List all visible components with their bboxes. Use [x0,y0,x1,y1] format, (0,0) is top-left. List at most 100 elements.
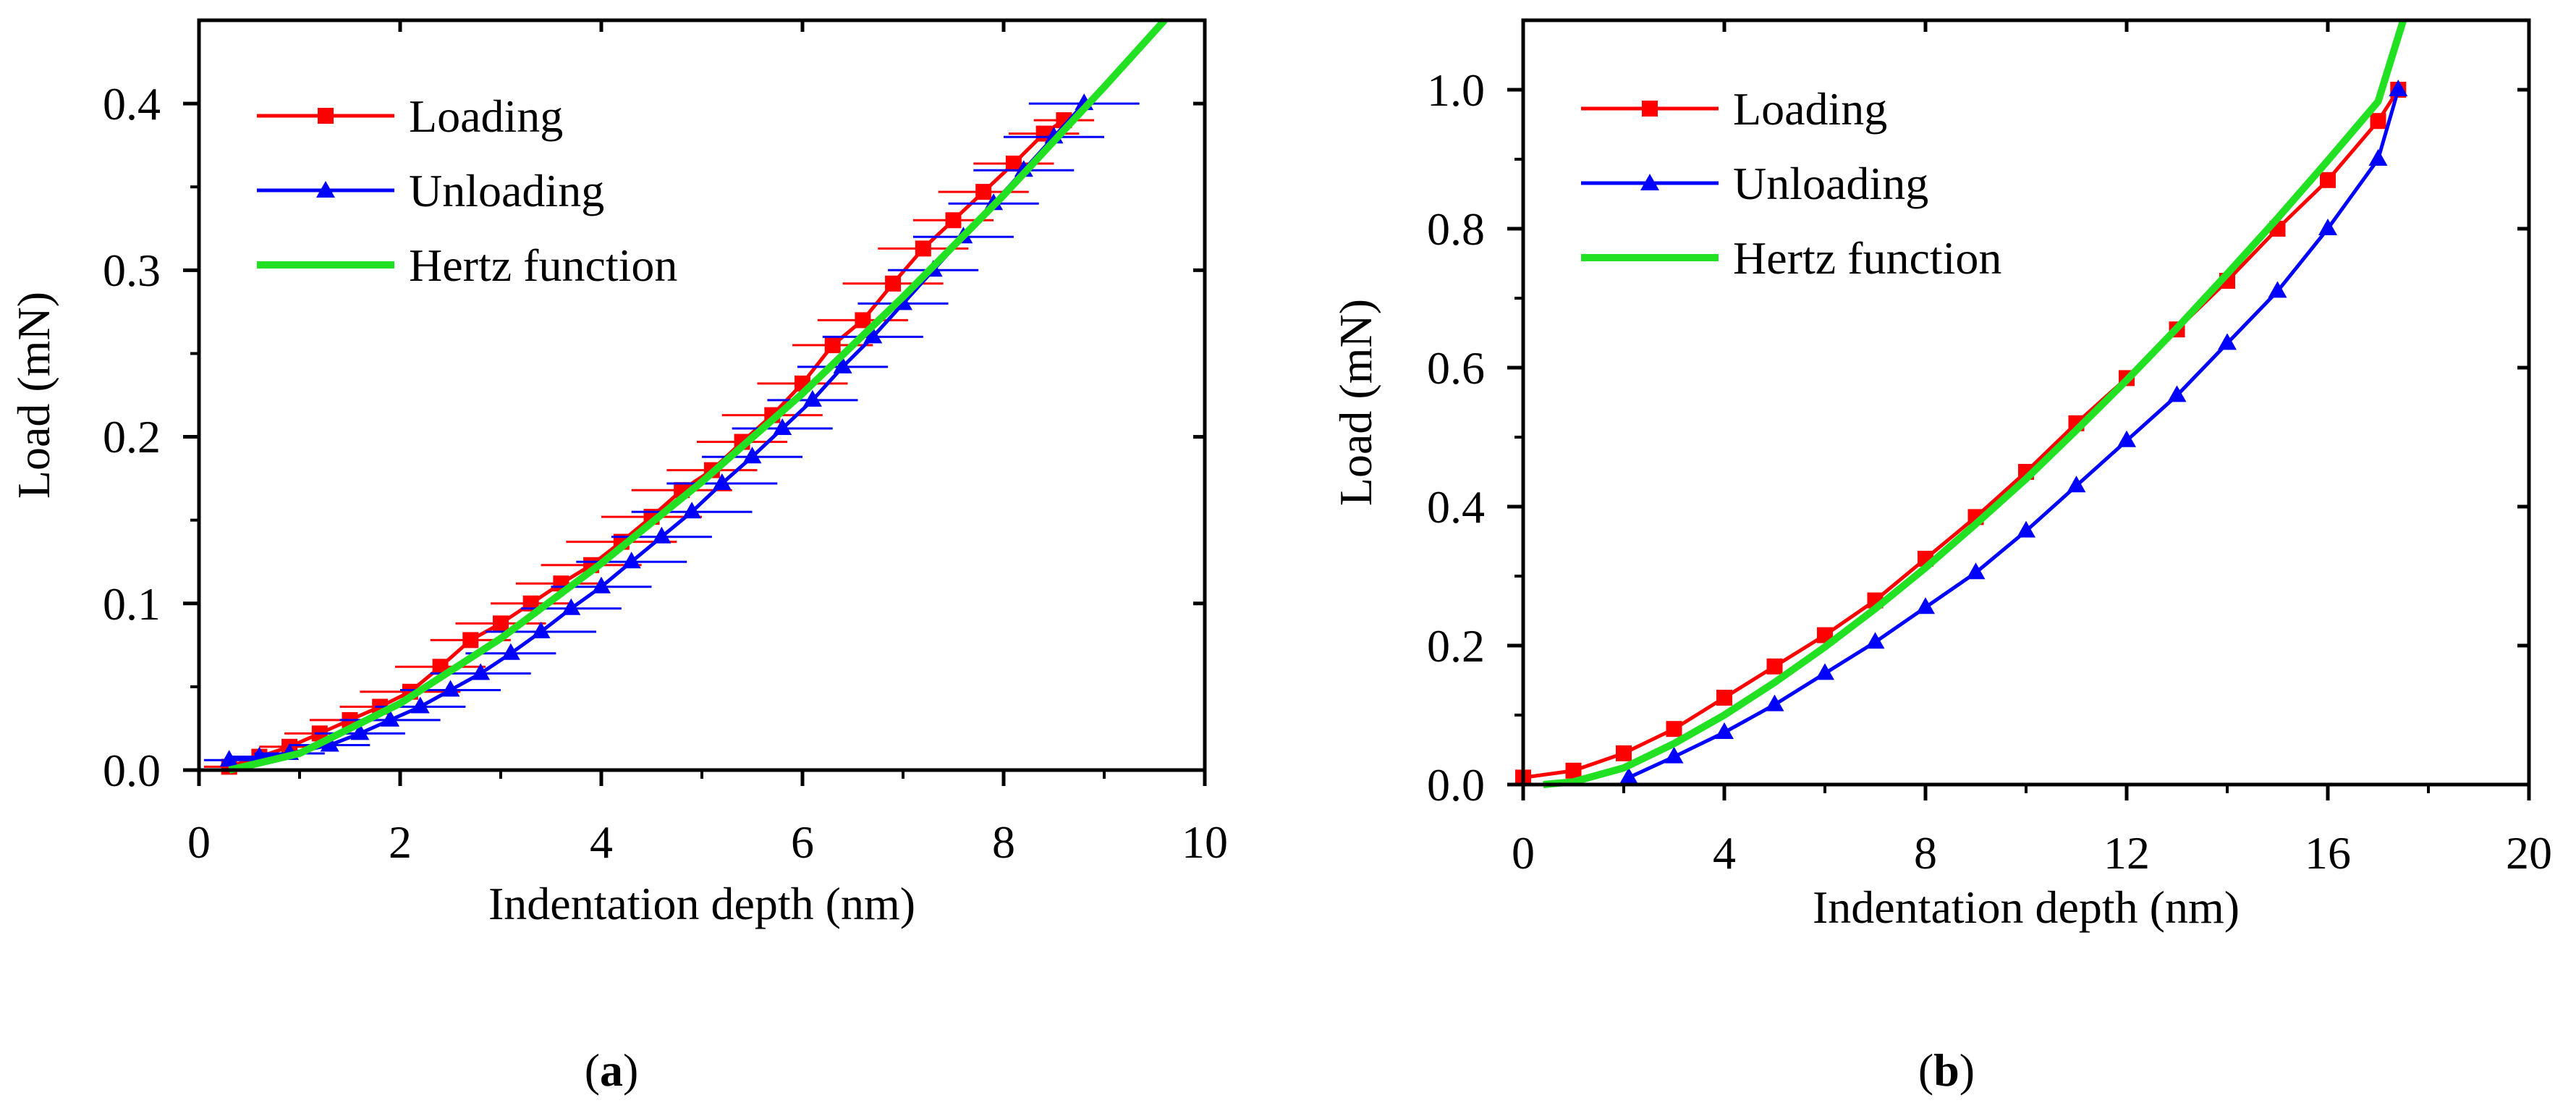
unloading-point [1664,746,1684,764]
unloading-point [531,621,551,638]
unloading-point [2167,385,2187,402]
y-tick-label: 0.6 [1427,342,1485,394]
loading-point [1616,745,1632,761]
unloading-point [592,576,611,593]
y-axis-label: Load (mN) [8,292,59,499]
y-tick-label: 0.4 [103,78,161,130]
y-axis-label: Load (mN) [1330,299,1381,506]
hertz-function-line [1543,19,2407,788]
y-tick-label: 0.0 [103,745,161,796]
x-tick-label: 4 [590,816,613,868]
unloading-point [742,447,762,464]
unloading-point [1816,663,1834,680]
unloading-point [1765,694,1784,711]
loading-point [975,184,992,200]
loading-series-line [228,119,1065,769]
panel-b-letter: b [1933,1044,1959,1096]
unloading-point [2117,430,2136,447]
unloading-series-line [229,102,1086,762]
x-tick-label: 10 [1182,816,1228,868]
unloading-point [1916,597,1935,614]
loading-point [2370,113,2386,130]
unloading-point [712,473,732,490]
unloading-point [410,696,430,714]
panel-a-legend: Loading Unloading Hertz function [257,90,677,291]
panel-b-caption: (b) [1918,1044,1975,1096]
hertz-function-line [228,17,1168,774]
x-tick-label: 0 [1512,827,1535,879]
legend-marker-loading [318,108,334,124]
panel-b-hertz-layer [1543,19,2407,788]
loading-series-line [1522,88,2400,779]
legend-marker-loading [1642,101,1658,117]
y-tick-label: 0.0 [1427,759,1485,811]
legend-label-hertz: Hertz function [1733,232,2001,284]
unloading-point [219,750,239,767]
unloading-point [350,723,370,740]
x-tick-label: 4 [1713,827,1736,879]
panel-b-ticks [1507,20,2531,800]
unloading-point [773,418,792,435]
legend-label-hertz: Hertz function [409,240,677,291]
x-axis-label: Indentation depth (nm) [1813,882,2240,933]
unloading-point [320,735,339,752]
legend-label-unloading: Unloading [1733,158,1928,209]
x-tick-label: 2 [389,816,412,868]
loading-point [462,632,479,648]
loading-point [1666,721,1682,738]
unloading-point [2318,219,2337,235]
panel-b-legend: Loading Unloading Hertz function [1581,83,2001,284]
x-tick-label: 20 [2506,827,2552,879]
unloading-point [2017,520,2035,538]
x-tick-label: 0 [187,816,211,868]
loading-point [915,240,931,257]
panel-a-hertz-layer [228,17,1168,774]
y-tick-label: 0.1 [103,578,161,630]
unloading-point [652,526,671,544]
y-tick-label: 0.3 [103,245,161,296]
x-tick-label: 12 [2103,827,2150,879]
panel-a-letter: a [600,1044,623,1096]
unloading-point [471,663,491,680]
panel-a-ticks [183,20,1207,786]
unloading-point [802,389,822,407]
x-axis-label: Indentation depth (nm) [488,878,915,929]
unloading-point [863,326,883,344]
loading-point [1716,690,1732,706]
loading-point [945,212,962,229]
legend-marker-unloading [316,181,335,198]
unloading-point [2218,333,2237,350]
legend-label-unloading: Unloading [409,165,604,216]
loading-point [885,275,902,292]
y-tick-label: 1.0 [1427,64,1485,116]
loading-point [2320,172,2336,188]
legend-marker-unloading [1640,174,1659,190]
unloading-point [1966,562,1986,580]
unloading-point [2268,281,2287,298]
loading-point [1817,627,1833,643]
loading-point [1565,762,1582,779]
unloading-point [622,552,641,569]
unloading-point [2389,80,2408,96]
loading-point [1005,156,1022,172]
legend-label-loading: Loading [1733,83,1887,135]
unloading-point [1715,722,1734,739]
x-tick-label: 6 [791,816,814,868]
unloading-point [1619,767,1638,785]
y-tick-label: 0.2 [103,411,161,462]
legend-label-loading: Loading [409,90,563,142]
loading-point [855,312,871,329]
y-tick-label: 0.8 [1427,203,1485,255]
panel-b-tick-labels: 0 4 8 12 16 20 0.0 0.2 0.4 0.6 0.8 1.0 [1427,64,2552,879]
unloading-point [833,356,852,373]
panel-b-chart: 0 4 8 12 16 20 0.0 0.2 0.4 0.6 0.8 1.0 I… [1330,18,2552,1096]
panel-a-caption: (a) [585,1044,639,1096]
unloading-point [441,680,460,697]
unloading-point [2067,476,2086,493]
x-tick-label: 8 [1914,827,1937,879]
unloading-point [562,598,581,615]
unloading-point [2368,149,2388,166]
loading-point [493,615,509,632]
y-tick-label: 0.4 [1427,481,1485,533]
